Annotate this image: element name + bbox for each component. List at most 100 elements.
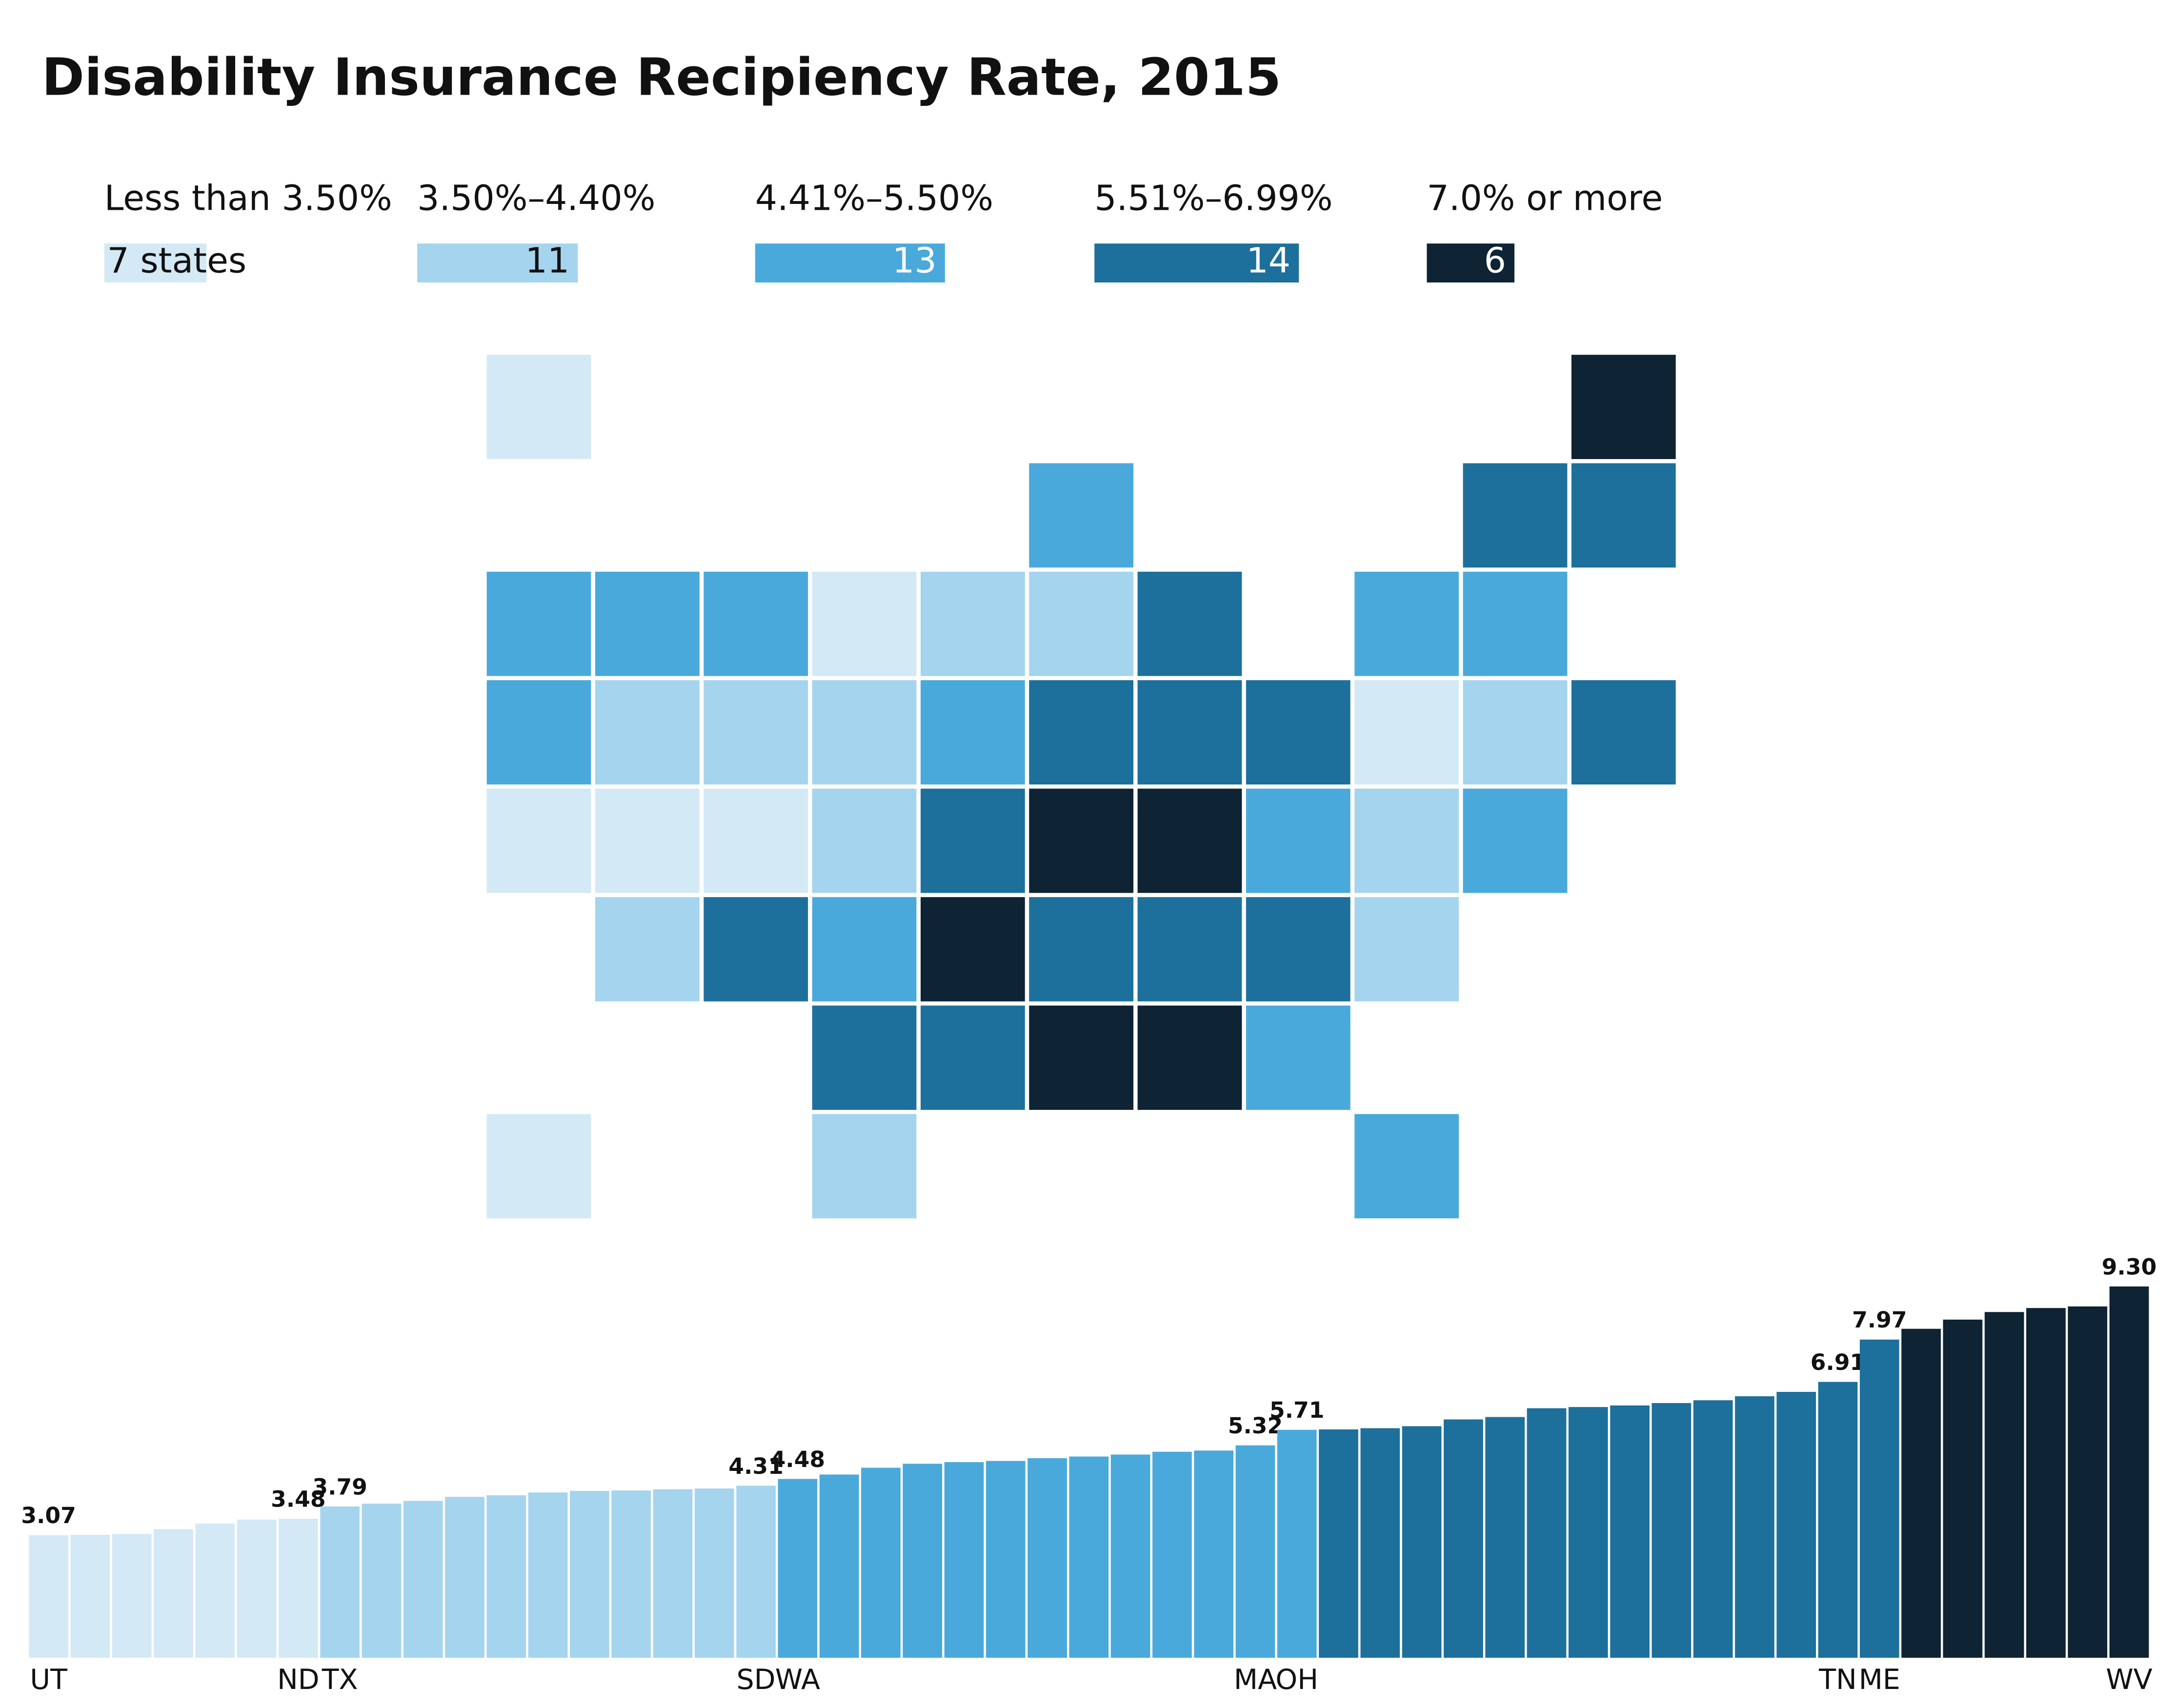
state-tile	[1246, 897, 1350, 1002]
bar	[1610, 1405, 1650, 1658]
value-label: 9.30	[2102, 1254, 2157, 1280]
legend-label: 4.41%–5.50%	[755, 178, 993, 218]
x-tick-label: ME	[1859, 1664, 1900, 1696]
x-tick-label: WV	[2106, 1664, 2152, 1696]
bar	[1735, 1396, 1774, 1658]
state-tile	[1029, 788, 1134, 893]
value-label: 4.48	[770, 1447, 826, 1472]
legend-count: 7 states	[107, 241, 246, 281]
state-tile	[595, 897, 700, 1002]
bar	[1235, 1445, 1275, 1658]
legend-bar	[755, 243, 945, 282]
state-tile	[1571, 355, 1676, 459]
bar	[403, 1501, 443, 1658]
legend-bar	[417, 243, 578, 282]
bar	[1277, 1429, 1317, 1658]
state-tile	[920, 788, 1025, 893]
bar	[1901, 1328, 1941, 1658]
state-tile	[1137, 571, 1242, 676]
state-tile	[920, 897, 1025, 1002]
bar	[2068, 1306, 2108, 1658]
x-tick-label: OH	[1275, 1664, 1318, 1696]
legend-count: 6	[1484, 241, 1506, 281]
bar	[1984, 1312, 2024, 1658]
state-tile	[486, 680, 591, 784]
state-tile	[812, 571, 917, 676]
state-tile	[1029, 1005, 1134, 1110]
bar	[528, 1492, 568, 1658]
legend-label: 7.0% or more	[1427, 178, 1663, 218]
state-tile	[1463, 571, 1568, 676]
state-tile	[1354, 788, 1459, 893]
bar	[1943, 1319, 1983, 1658]
value-label: 3.07	[21, 1503, 76, 1528]
x-tick-label: MA	[1234, 1664, 1277, 1696]
state-tile	[1354, 680, 1459, 784]
state-tile	[920, 571, 1025, 676]
state-tile	[1571, 680, 1676, 784]
bar	[570, 1490, 609, 1658]
bar	[237, 1519, 277, 1658]
bar	[1319, 1429, 1358, 1658]
state-tile	[1354, 1114, 1459, 1219]
bar	[70, 1534, 110, 1658]
x-tick-label: ND	[277, 1664, 320, 1696]
bar	[903, 1464, 943, 1658]
state-tile	[1137, 1005, 1242, 1110]
state-tile	[1571, 463, 1676, 568]
bar	[1859, 1339, 1899, 1658]
value-label: 6.91	[1811, 1349, 1866, 1375]
legend-bar	[1427, 243, 1515, 282]
state-tile	[812, 897, 917, 1002]
x-tick-label: TX	[322, 1664, 358, 1696]
bar	[1069, 1456, 1109, 1658]
state-tile	[1463, 788, 1568, 893]
bar	[1776, 1392, 1816, 1658]
state-tile	[486, 571, 591, 676]
state-tile	[486, 788, 591, 893]
bar	[29, 1535, 69, 1658]
bar	[1527, 1408, 1567, 1658]
bar	[112, 1534, 152, 1658]
bar	[2026, 1308, 2066, 1658]
x-tick-label: UT	[30, 1664, 67, 1696]
state-tile	[704, 571, 808, 676]
bar	[1027, 1458, 1067, 1658]
state-tile	[1029, 463, 1134, 568]
state-tile	[1463, 463, 1568, 568]
value-label: 7.97	[1852, 1307, 1907, 1333]
bar	[819, 1474, 859, 1658]
bar	[279, 1519, 318, 1658]
state-tile	[1354, 897, 1459, 1002]
bar	[1693, 1400, 1733, 1658]
bar	[944, 1462, 984, 1658]
legend-bar	[104, 243, 207, 282]
state-tile	[1354, 571, 1459, 676]
state-tile	[704, 788, 808, 893]
bar	[320, 1506, 360, 1658]
legend-label: 3.50%–4.40%	[417, 178, 655, 218]
state-tile	[920, 680, 1025, 784]
state-tile	[595, 571, 700, 676]
value-label: 3.79	[312, 1474, 367, 1500]
bar	[2109, 1286, 2149, 1658]
state-tile	[595, 680, 700, 784]
bar	[736, 1486, 776, 1658]
state-tile	[812, 680, 917, 784]
legend-count: 11	[525, 241, 570, 281]
value-label: 5.32	[1228, 1413, 1283, 1439]
x-tick-label: SD	[737, 1664, 776, 1696]
bar	[1444, 1419, 1483, 1658]
state-tile	[812, 788, 917, 893]
state-tile	[1246, 680, 1350, 784]
legend-label: Less than 3.50%	[104, 178, 392, 218]
state-tile	[1137, 897, 1242, 1002]
x-tick-label: TN	[1818, 1664, 1856, 1696]
state-tile	[486, 355, 591, 459]
state-tile	[1029, 571, 1134, 676]
bar	[486, 1495, 526, 1658]
bar	[195, 1524, 235, 1658]
bar	[445, 1497, 484, 1658]
bar	[1360, 1428, 1400, 1658]
bar	[1152, 1451, 1192, 1658]
